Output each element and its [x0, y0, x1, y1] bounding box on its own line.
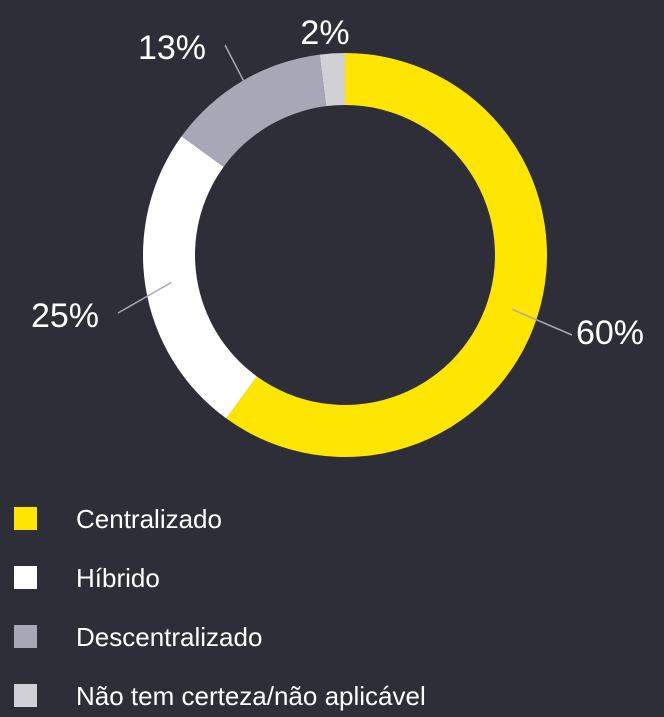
legend-swatch [14, 566, 37, 589]
donut-slice [226, 53, 547, 457]
leader-line [512, 308, 573, 336]
legend-label: Descentralizado [76, 622, 262, 652]
donut-slice [319, 53, 345, 107]
legend-label: Híbrido [76, 563, 160, 593]
legend-label: Centralizado [76, 504, 222, 534]
legend-swatch [14, 507, 37, 530]
legend-swatch [14, 684, 37, 707]
data-label: 60% [576, 314, 644, 352]
data-label: 25% [31, 297, 99, 335]
donut-slice [143, 136, 257, 419]
legend-swatch [14, 625, 37, 648]
data-label: 2% [300, 14, 349, 52]
data-label: 13% [138, 29, 206, 67]
legend-label: Não tem certeza/não aplicável [76, 681, 426, 711]
leader-line [117, 281, 172, 314]
donut-slice [181, 54, 327, 167]
leader-line [224, 44, 257, 104]
